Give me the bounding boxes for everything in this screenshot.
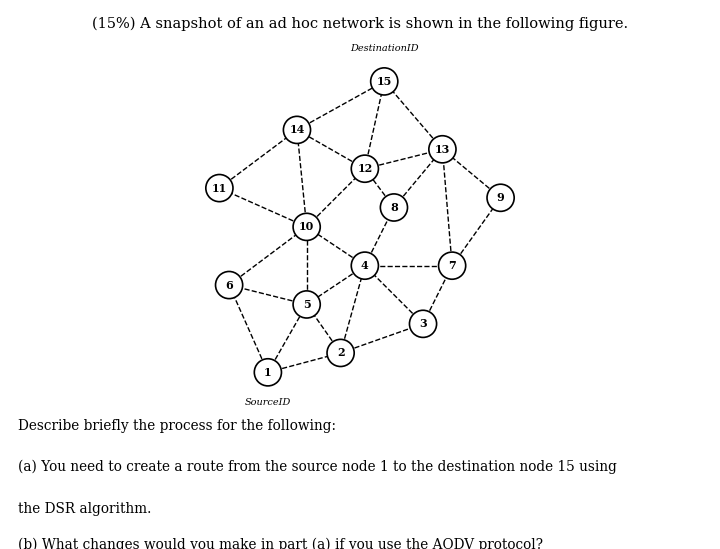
- Text: 4: 4: [361, 260, 369, 271]
- Circle shape: [429, 136, 456, 163]
- Circle shape: [351, 252, 379, 279]
- Text: the DSR algorithm.: the DSR algorithm.: [18, 502, 151, 516]
- Text: 15: 15: [377, 76, 392, 87]
- Text: 10: 10: [299, 221, 315, 232]
- Text: 12: 12: [357, 163, 372, 174]
- Text: (a) You need to create a route from the source node 1 to the destination node 15: (a) You need to create a route from the …: [18, 460, 617, 474]
- Text: 5: 5: [303, 299, 310, 310]
- Text: Describe briefly the process for the following:: Describe briefly the process for the fol…: [18, 418, 336, 433]
- Text: 1: 1: [264, 367, 271, 378]
- Text: 14: 14: [289, 125, 305, 136]
- Circle shape: [371, 68, 398, 95]
- Text: 8: 8: [390, 202, 398, 213]
- Circle shape: [327, 339, 354, 367]
- Text: 9: 9: [497, 192, 505, 203]
- Text: SourceID: SourceID: [245, 398, 291, 407]
- Circle shape: [206, 175, 233, 201]
- Circle shape: [254, 358, 282, 386]
- Text: 11: 11: [212, 183, 227, 194]
- Circle shape: [380, 194, 408, 221]
- Circle shape: [438, 252, 466, 279]
- Text: 3: 3: [419, 318, 427, 329]
- Circle shape: [293, 291, 320, 318]
- Circle shape: [410, 310, 436, 338]
- Circle shape: [351, 155, 379, 182]
- Text: (15%) A snapshot of an ad hoc network is shown in the following figure.: (15%) A snapshot of an ad hoc network is…: [92, 16, 628, 31]
- Text: 6: 6: [225, 279, 233, 290]
- Text: (b) What changes would you make in part (a) if you use the AODV protocol?: (b) What changes would you make in part …: [18, 537, 543, 549]
- Circle shape: [215, 271, 243, 299]
- Text: 13: 13: [435, 144, 450, 155]
- Circle shape: [487, 184, 514, 211]
- Text: 2: 2: [337, 348, 344, 358]
- Circle shape: [293, 214, 320, 240]
- Text: 7: 7: [449, 260, 456, 271]
- Text: DestinationID: DestinationID: [350, 44, 418, 53]
- Circle shape: [284, 116, 310, 143]
